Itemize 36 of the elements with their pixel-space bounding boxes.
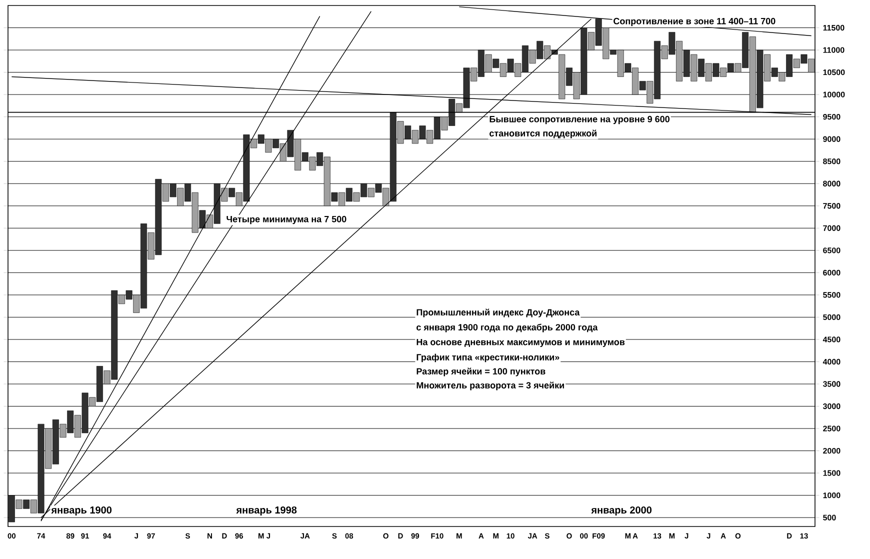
y-tick-label: 6000: [823, 270, 840, 276]
annotation: с января 1900 года по декабрь 2000 года: [416, 324, 598, 332]
y-tick-label: 5000: [823, 314, 840, 320]
y-tick-label: 10500: [823, 69, 845, 76]
annotation: Сопротивление в зоне 11 400–11 700: [614, 18, 776, 26]
annotation: становится поддержкой: [490, 130, 596, 138]
y-tick-label: 7000: [823, 225, 840, 231]
y-tick-label: 6500: [823, 248, 840, 254]
y-tick-label: 10000: [823, 92, 845, 98]
annotation: январь 1998: [236, 506, 297, 516]
annotation: январь 1900: [51, 506, 112, 516]
y-tick-label: 8500: [823, 158, 840, 164]
y-tick-label: 11000: [823, 47, 844, 53]
y-tick-label: 4500: [822, 336, 840, 342]
annotation: январь 2000: [591, 506, 652, 516]
annotation: Промышленный индекс Доу-Джонса: [416, 308, 580, 318]
y-tick-label: 1500: [823, 470, 840, 476]
y-tick-label: 3500: [822, 381, 840, 387]
y-tick-label: 2500: [823, 426, 840, 432]
y-tick-label: 9000: [823, 136, 840, 142]
y-tick-label: 11500: [823, 24, 844, 31]
y-tick-label: 4000: [822, 358, 840, 365]
y-tick-label: 8000: [823, 180, 840, 186]
annotation: График типа «крестики-нолики»: [416, 354, 560, 362]
y-tick-label: 5500: [823, 292, 840, 298]
annotation: Бывшее сопротивление на уровне 9 600: [490, 116, 670, 124]
y-tick-label: 7500: [823, 203, 840, 209]
y-tick-label: 3000: [822, 403, 840, 410]
y-tick-label: 500: [823, 514, 836, 520]
y-tick-label: 1000: [823, 492, 840, 498]
annotation: Множитель разворота = 3 ячейки: [416, 382, 564, 390]
annotation: На основе дневных максимумов и минимумов: [416, 338, 625, 348]
y-tick-label: 9500: [823, 114, 840, 120]
annotation: Размер ячейки = 100 пунктов: [416, 368, 546, 376]
annotation: Четыре минимума на 7 500: [226, 216, 346, 224]
y-tick-label: 2000: [823, 448, 840, 454]
